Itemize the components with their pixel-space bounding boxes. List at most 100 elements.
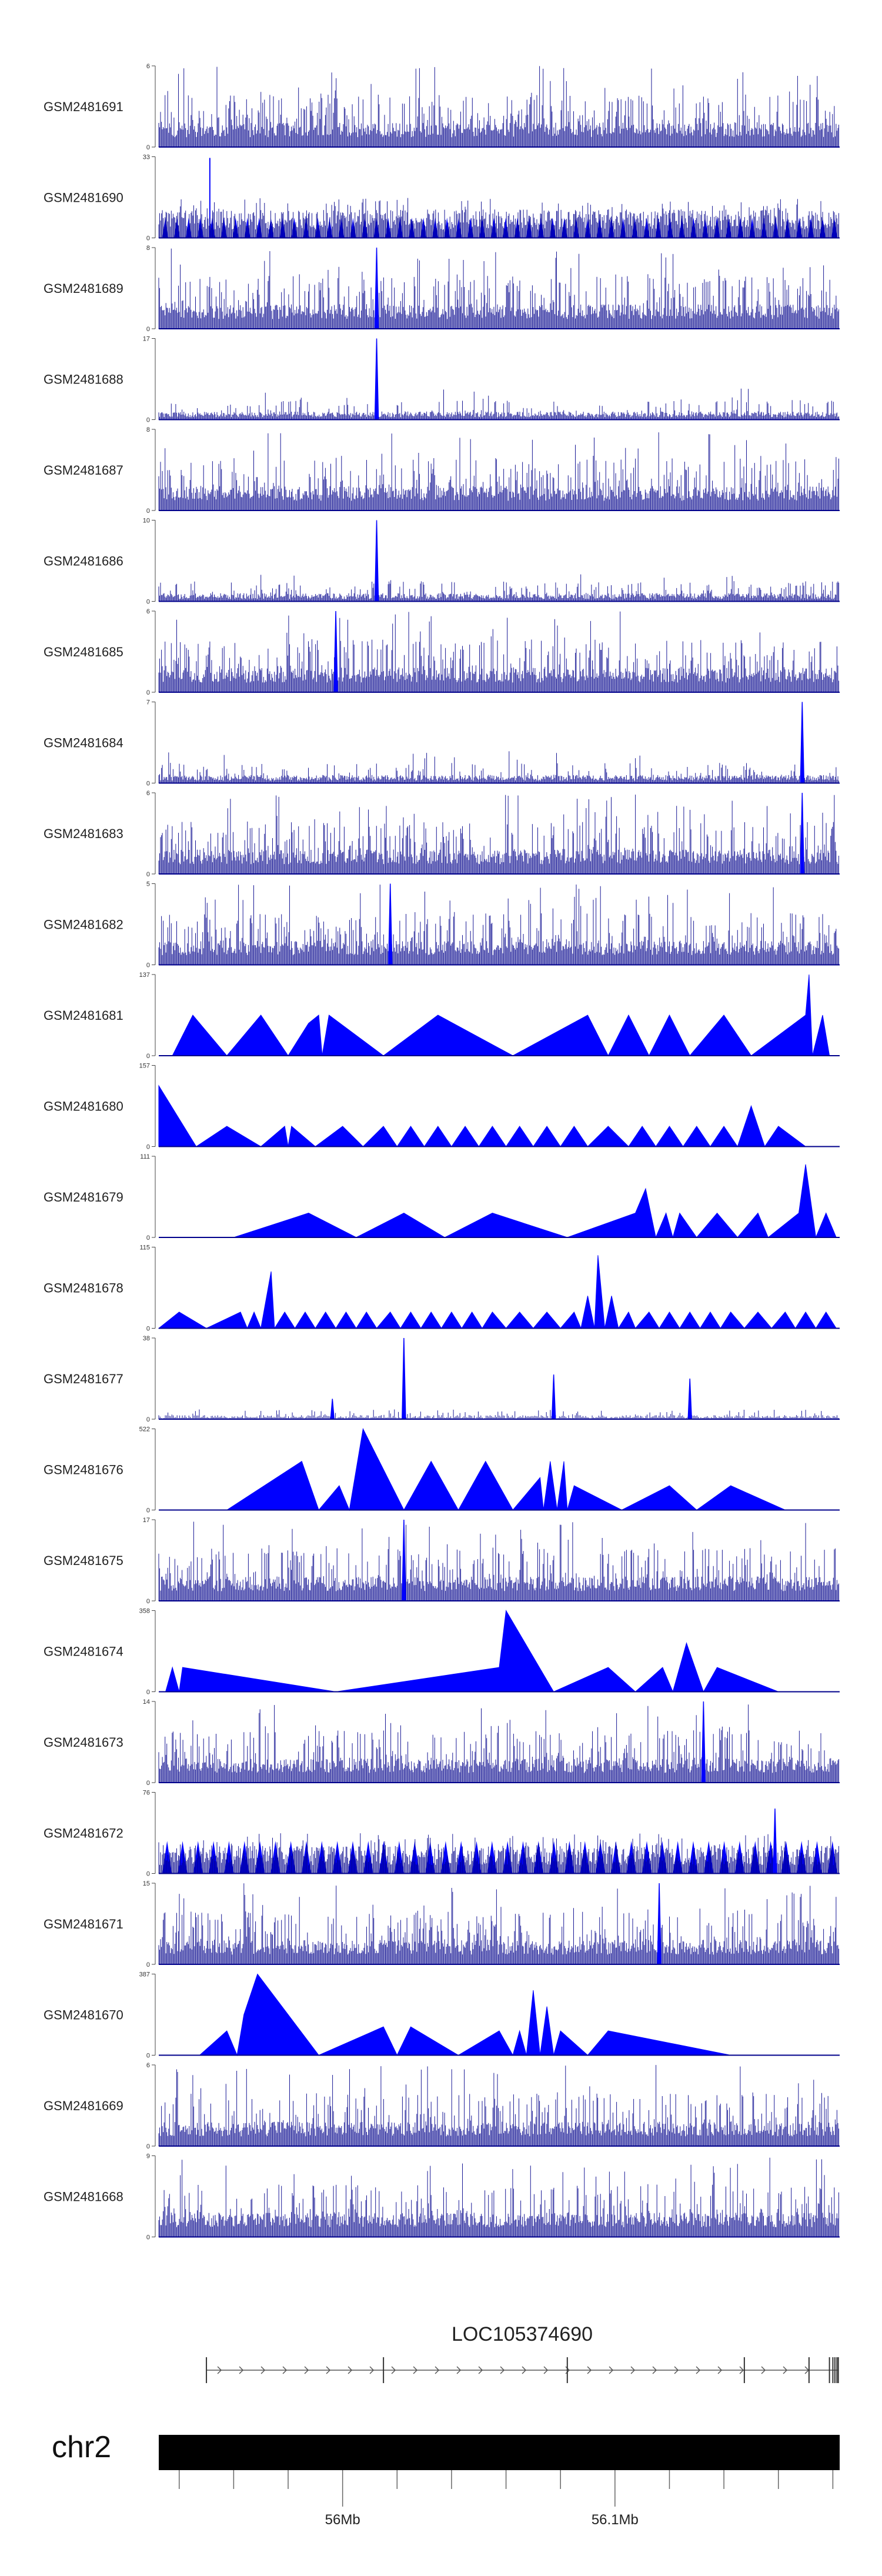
track-label: GSM2481672 [44,1826,123,1841]
signal-bars [158,1883,839,1964]
track-GSM2481668: GSM2481668 9 0 [44,2153,840,2241]
track-GSM2481679: GSM2481679 111 0 [44,1153,840,1242]
track-label: GSM2481685 [44,645,123,659]
track-GSM2481684: GSM2481684 7 0 [44,699,840,788]
y-max-label: 387 [139,1971,150,1978]
track-label: GSM2481680 [44,1099,123,1114]
coverage-envelope [158,1085,807,1147]
track-label: GSM2481690 [44,191,123,205]
y-min-label: 0 [146,235,150,242]
track-label: GSM2481686 [44,554,123,569]
track-label: GSM2481687 [44,463,123,478]
track-label: GSM2481674 [44,1644,123,1659]
signal-peak [402,1337,406,1420]
signal-bars [158,388,839,420]
y-max-label: 5 [146,881,150,888]
y-max-label: 17 [143,336,150,343]
signal-bars [158,1704,839,1783]
track-label: GSM2481676 [44,1463,123,1477]
y-min-label: 0 [146,1416,150,1423]
y-min-label: 0 [146,417,150,424]
y-max-label: 14 [143,1699,150,1706]
y-max-label: 76 [143,1790,150,1797]
signal-peak [800,702,805,784]
signal-peak [387,883,393,966]
track-label: GSM2481678 [44,1281,123,1296]
y-min-label: 0 [146,780,150,788]
signal-peak [330,1399,335,1420]
signal-peak [374,247,379,329]
track-GSM2481685: GSM2481685 6 0 [44,608,840,696]
y-max-label: 137 [139,972,150,979]
signal-peak [374,520,379,602]
y-max-label: 6 [146,2062,150,2069]
track-GSM2481678: GSM2481678 115 0 [44,1244,840,1333]
y-max-label: 8 [146,426,150,433]
coverage-envelope [158,1255,837,1330]
signal-peak [551,1374,556,1420]
y-min-label: 0 [146,1053,150,1060]
track-GSM2481681: GSM2481681 137 0 [44,972,840,1060]
signal-bars [158,1409,839,1419]
y-max-label: 522 [139,1426,150,1433]
y-max-label: 15 [143,1880,150,1887]
track-GSM2481674: GSM2481674 358 0 [44,1608,840,1696]
y-min-label: 0 [146,1507,150,1514]
track-label: GSM2481683 [44,826,123,841]
track-GSM2481672: GSM2481672 76 0 [44,1790,840,1878]
position-label: 56Mb [325,2512,360,2528]
y-max-label: 6 [146,608,150,615]
y-min-label: 0 [146,144,150,151]
track-GSM2481690: GSM2481690 33 0 [44,154,840,242]
y-min-label: 0 [146,599,150,606]
y-max-label: 38 [143,1335,150,1342]
y-min-label: 0 [146,1780,150,1787]
y-min-label: 0 [146,1871,150,1878]
signal-peak [687,1378,693,1420]
y-max-label: 115 [139,1244,150,1252]
track-label: GSM2481673 [44,1735,123,1750]
signal-peak [333,610,338,693]
y-max-label: 111 [140,1153,150,1160]
signal-bars [158,2157,839,2237]
track-label: GSM2481682 [44,917,123,932]
y-min-label: 0 [146,1234,150,1242]
track-GSM2481683: GSM2481683 6 0 [44,790,840,878]
y-min-label: 0 [146,1598,150,1605]
y-min-label: 0 [146,2053,150,2060]
track-GSM2481686: GSM2481686 10 0 [44,518,840,606]
y-max-label: 17 [143,1517,150,1524]
y-min-label: 0 [146,1144,150,1151]
strand-chevrons [217,2366,810,2374]
y-max-label: 6 [146,790,150,797]
position-label: 56.1Mb [592,2512,639,2528]
track-GSM2481680: GSM2481680 157 0 [44,1063,840,1151]
track-label: GSM2481679 [44,1190,123,1204]
signal-peak [374,338,379,421]
track-label: GSM2481670 [44,2008,123,2023]
track-GSM2481669: GSM2481669 6 0 [44,2062,840,2150]
track-label: GSM2481668 [44,2190,123,2204]
y-min-label: 0 [146,1326,150,1333]
signal-bars [158,1521,839,1601]
y-min-label: 0 [146,689,150,696]
y-max-label: 6 [146,63,150,70]
track-label: GSM2481689 [44,281,123,296]
track-label: GSM2481681 [44,1008,123,1023]
signal-bars [158,795,839,874]
y-max-label: 157 [139,1063,150,1070]
chromosome-axis: chr2 56Mb 56.1Mb [52,2430,840,2528]
y-min-label: 0 [146,326,150,333]
track-label: GSM2481688 [44,372,123,387]
track-GSM2481687: GSM2481687 8 0 [44,426,840,515]
signal-bars [158,2065,839,2146]
chromosome-name: chr2 [52,2430,111,2464]
track-label: GSM2481691 [44,99,123,114]
y-max-label: 8 [146,245,150,252]
y-max-label: 9 [146,2153,150,2160]
gene-name: LOC105374690 [452,2323,593,2345]
y-min-label: 0 [146,1689,150,1696]
y-max-label: 10 [143,518,150,525]
track-label: GSM2481671 [44,1917,123,1931]
